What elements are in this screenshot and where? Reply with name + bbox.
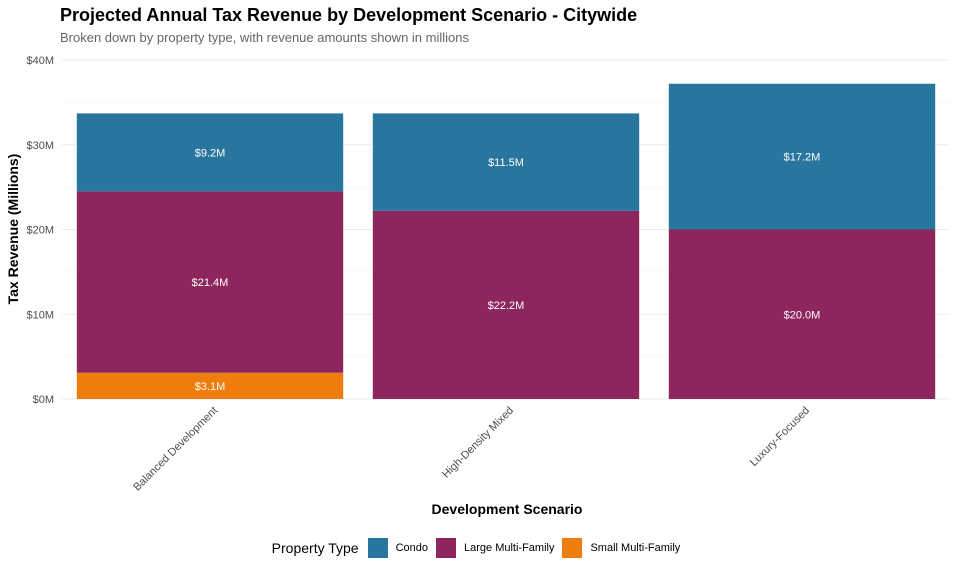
legend-item-condo: Condo (367, 538, 428, 558)
legend-key-large-multi-family (436, 538, 456, 558)
legend-label-large-multi-family: Large Multi-Family (464, 542, 555, 554)
bar-large-multi-family-high-density-mixed (372, 210, 640, 399)
legend-label-condo: Condo (395, 542, 428, 554)
legend-key-small-multi-family (562, 538, 583, 558)
legend-label-small-multi-family: Small Multi-Family (590, 542, 681, 554)
y-tick-label: $30M (26, 140, 54, 152)
legend-key-condo (367, 538, 388, 558)
data-label-small-multi-family-balanced-development: $3.1M (195, 381, 226, 393)
data-label-large-multi-family-luxury-focused: $20.0M (784, 309, 821, 321)
data-label-condo-high-density-mixed: $11.5M (488, 157, 524, 169)
y-tick-label: $20M (26, 225, 54, 237)
bar-small-multi-family-balanced-development (76, 372, 344, 399)
legend-item-small-multi-family: Small Multi-Family (562, 538, 680, 558)
legend: Property Type Condo Large Multi-Family S… (0, 538, 960, 558)
y-tick-label: $0M (33, 394, 54, 406)
x-tick-label-high-density-mixed: High-Density Mixed (440, 405, 516, 481)
chart-plot: $3.1M $21.4M $9.2M $22.2M $11.5M $20.0M $17.2M… (5, 55, 950, 517)
bar-large-multi-family-luxury-focused (668, 229, 936, 399)
chart-title: Projected Annual Tax Revenue by Developm… (60, 5, 638, 25)
y-tick-label: $40M (26, 55, 54, 67)
legend-item-large-multi-family: Large Multi-Family (436, 538, 554, 558)
data-label-large-multi-family-balanced-development: $21.4M (192, 277, 229, 289)
bar-condo-high-density-mixed (372, 113, 640, 211)
bar-condo-balanced-development (76, 113, 344, 192)
data-label-condo-luxury-focused: $17.2M (784, 152, 821, 164)
x-axis-title: Development Scenario (432, 501, 583, 517)
y-tick-label: $10M (26, 309, 54, 321)
chart-subtitle: Broken down by property type, with reven… (60, 30, 469, 45)
legend-title: Property Type (271, 540, 359, 556)
x-tick-label-luxury-focused: Luxury-Focused (748, 405, 812, 469)
data-label-condo-balanced-development: $9.2M (195, 147, 226, 159)
data-label-large-multi-family-high-density-mixed: $22.2M (488, 300, 525, 312)
x-tick-label-balanced-development: Balanced Development (131, 405, 220, 494)
bar-large-multi-family-balanced-development (76, 191, 344, 373)
bar-condo-luxury-focused (668, 83, 936, 230)
y-axis-title: Tax Revenue (Millions) (5, 154, 21, 305)
